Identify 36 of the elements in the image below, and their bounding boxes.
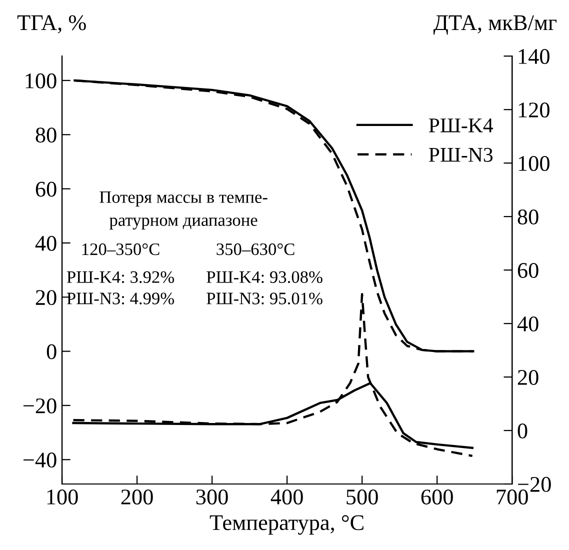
x-axis-title: Температура, °C bbox=[210, 515, 364, 535]
annotation: РШ-K4: 3.92% bbox=[66, 271, 174, 284]
x-tick-label: 700 bbox=[496, 490, 528, 504]
y-tick-label: 40 bbox=[35, 236, 56, 251]
legend-label: РШ-N3 bbox=[428, 148, 493, 162]
y2-tick-label: 120 bbox=[518, 102, 550, 118]
x-tick-label: 100 bbox=[47, 490, 78, 504]
x-tick-label: 200 bbox=[121, 490, 153, 504]
annotation: РШ-N3: 95.01% bbox=[206, 292, 322, 304]
y2-tick-label: −20 bbox=[518, 476, 551, 492]
y-tick-label: 100 bbox=[26, 73, 56, 88]
y2-tick-label: 40 bbox=[517, 316, 538, 332]
y-tick-label: −40 bbox=[24, 452, 56, 468]
y-tick-label: 80 bbox=[36, 128, 56, 143]
annotation: РШ-K4: 93.08% bbox=[206, 271, 322, 284]
y2-tick-label: 140 bbox=[518, 49, 550, 64]
annotation: 350–630°C bbox=[216, 243, 294, 256]
y2-tick-label: 20 bbox=[518, 370, 538, 385]
y2-tick-label: 60 bbox=[518, 262, 538, 278]
legend-label: РШ-K4 bbox=[428, 118, 494, 132]
x-tick-label: 500 bbox=[346, 490, 378, 504]
y2-tick-label: 100 bbox=[518, 156, 550, 172]
y-tick-label: 0 bbox=[46, 344, 56, 360]
annotation: 120–350°C bbox=[82, 243, 160, 256]
y-tick-label: 60 bbox=[36, 182, 56, 197]
y2-tick-label: 0 bbox=[518, 423, 528, 438]
y-tick-label: −20 bbox=[24, 398, 56, 414]
annotation: РШ-N3: 4.99% bbox=[66, 292, 174, 304]
y2-axis-title: ДТА, мкВ/мг bbox=[433, 15, 557, 35]
y-tick-label: 20 bbox=[36, 290, 56, 306]
y-axis-title: ТГА, % bbox=[17, 15, 86, 34]
x-tick-label: 300 bbox=[196, 490, 228, 504]
y2-tick-label: 80 bbox=[518, 209, 538, 224]
x-tick-label: 400 bbox=[270, 490, 303, 504]
annotation: Потеря массы в темпе- ратурном диапазоне bbox=[100, 191, 268, 230]
x-tick-label: 600 bbox=[421, 490, 453, 504]
